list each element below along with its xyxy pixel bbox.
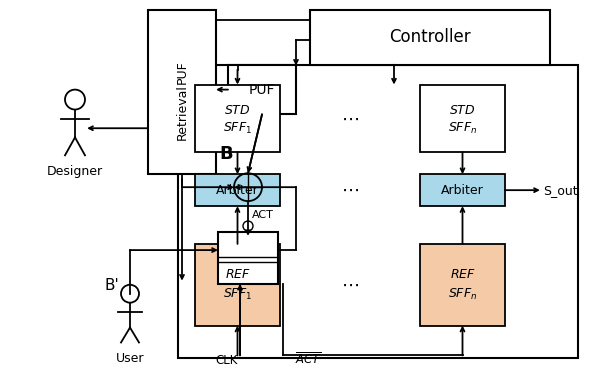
Text: $SFF_1$: $SFF_1$ [223, 287, 252, 302]
Text: $\overline{ACT}$: $\overline{ACT}$ [295, 352, 322, 367]
Bar [195, 85, 280, 152]
Text: Controller: Controller [389, 28, 471, 46]
Text: Arbiter: Arbiter [441, 184, 484, 197]
Text: Arbiter: Arbiter [216, 184, 259, 197]
Text: $SFF_n$: $SFF_n$ [448, 287, 477, 302]
Text: B': B' [104, 278, 119, 293]
Text: $\cdots$: $\cdots$ [341, 110, 359, 127]
Bar [420, 85, 505, 152]
Text: CLK: CLK [215, 354, 238, 367]
Bar [148, 10, 216, 174]
Bar [228, 65, 296, 114]
Text: $\cdots$: $\cdots$ [341, 181, 359, 199]
Bar [310, 10, 550, 65]
Bar [195, 174, 280, 206]
Text: PUF: PUF [249, 83, 275, 97]
Bar [218, 232, 278, 284]
Bar [178, 65, 578, 358]
Text: $REF$: $REF$ [224, 269, 250, 282]
Bar [420, 244, 505, 325]
Text: PUF: PUF [176, 61, 188, 84]
Text: Retrieval: Retrieval [176, 84, 188, 140]
Text: $SFF_1$: $SFF_1$ [223, 121, 252, 136]
Bar [195, 244, 280, 325]
Text: $SFF_n$: $SFF_n$ [448, 121, 477, 136]
Text: ACT: ACT [252, 210, 274, 220]
Text: User: User [116, 352, 144, 365]
Text: B: B [219, 145, 233, 163]
Text: $REF$: $REF$ [449, 269, 475, 282]
Bar [420, 174, 505, 206]
Text: $STD$: $STD$ [449, 104, 476, 117]
Text: Designer: Designer [47, 165, 103, 178]
Text: $STD$: $STD$ [224, 104, 251, 117]
Text: $\cdots$: $\cdots$ [341, 276, 359, 294]
Text: S_out: S_out [543, 184, 578, 197]
